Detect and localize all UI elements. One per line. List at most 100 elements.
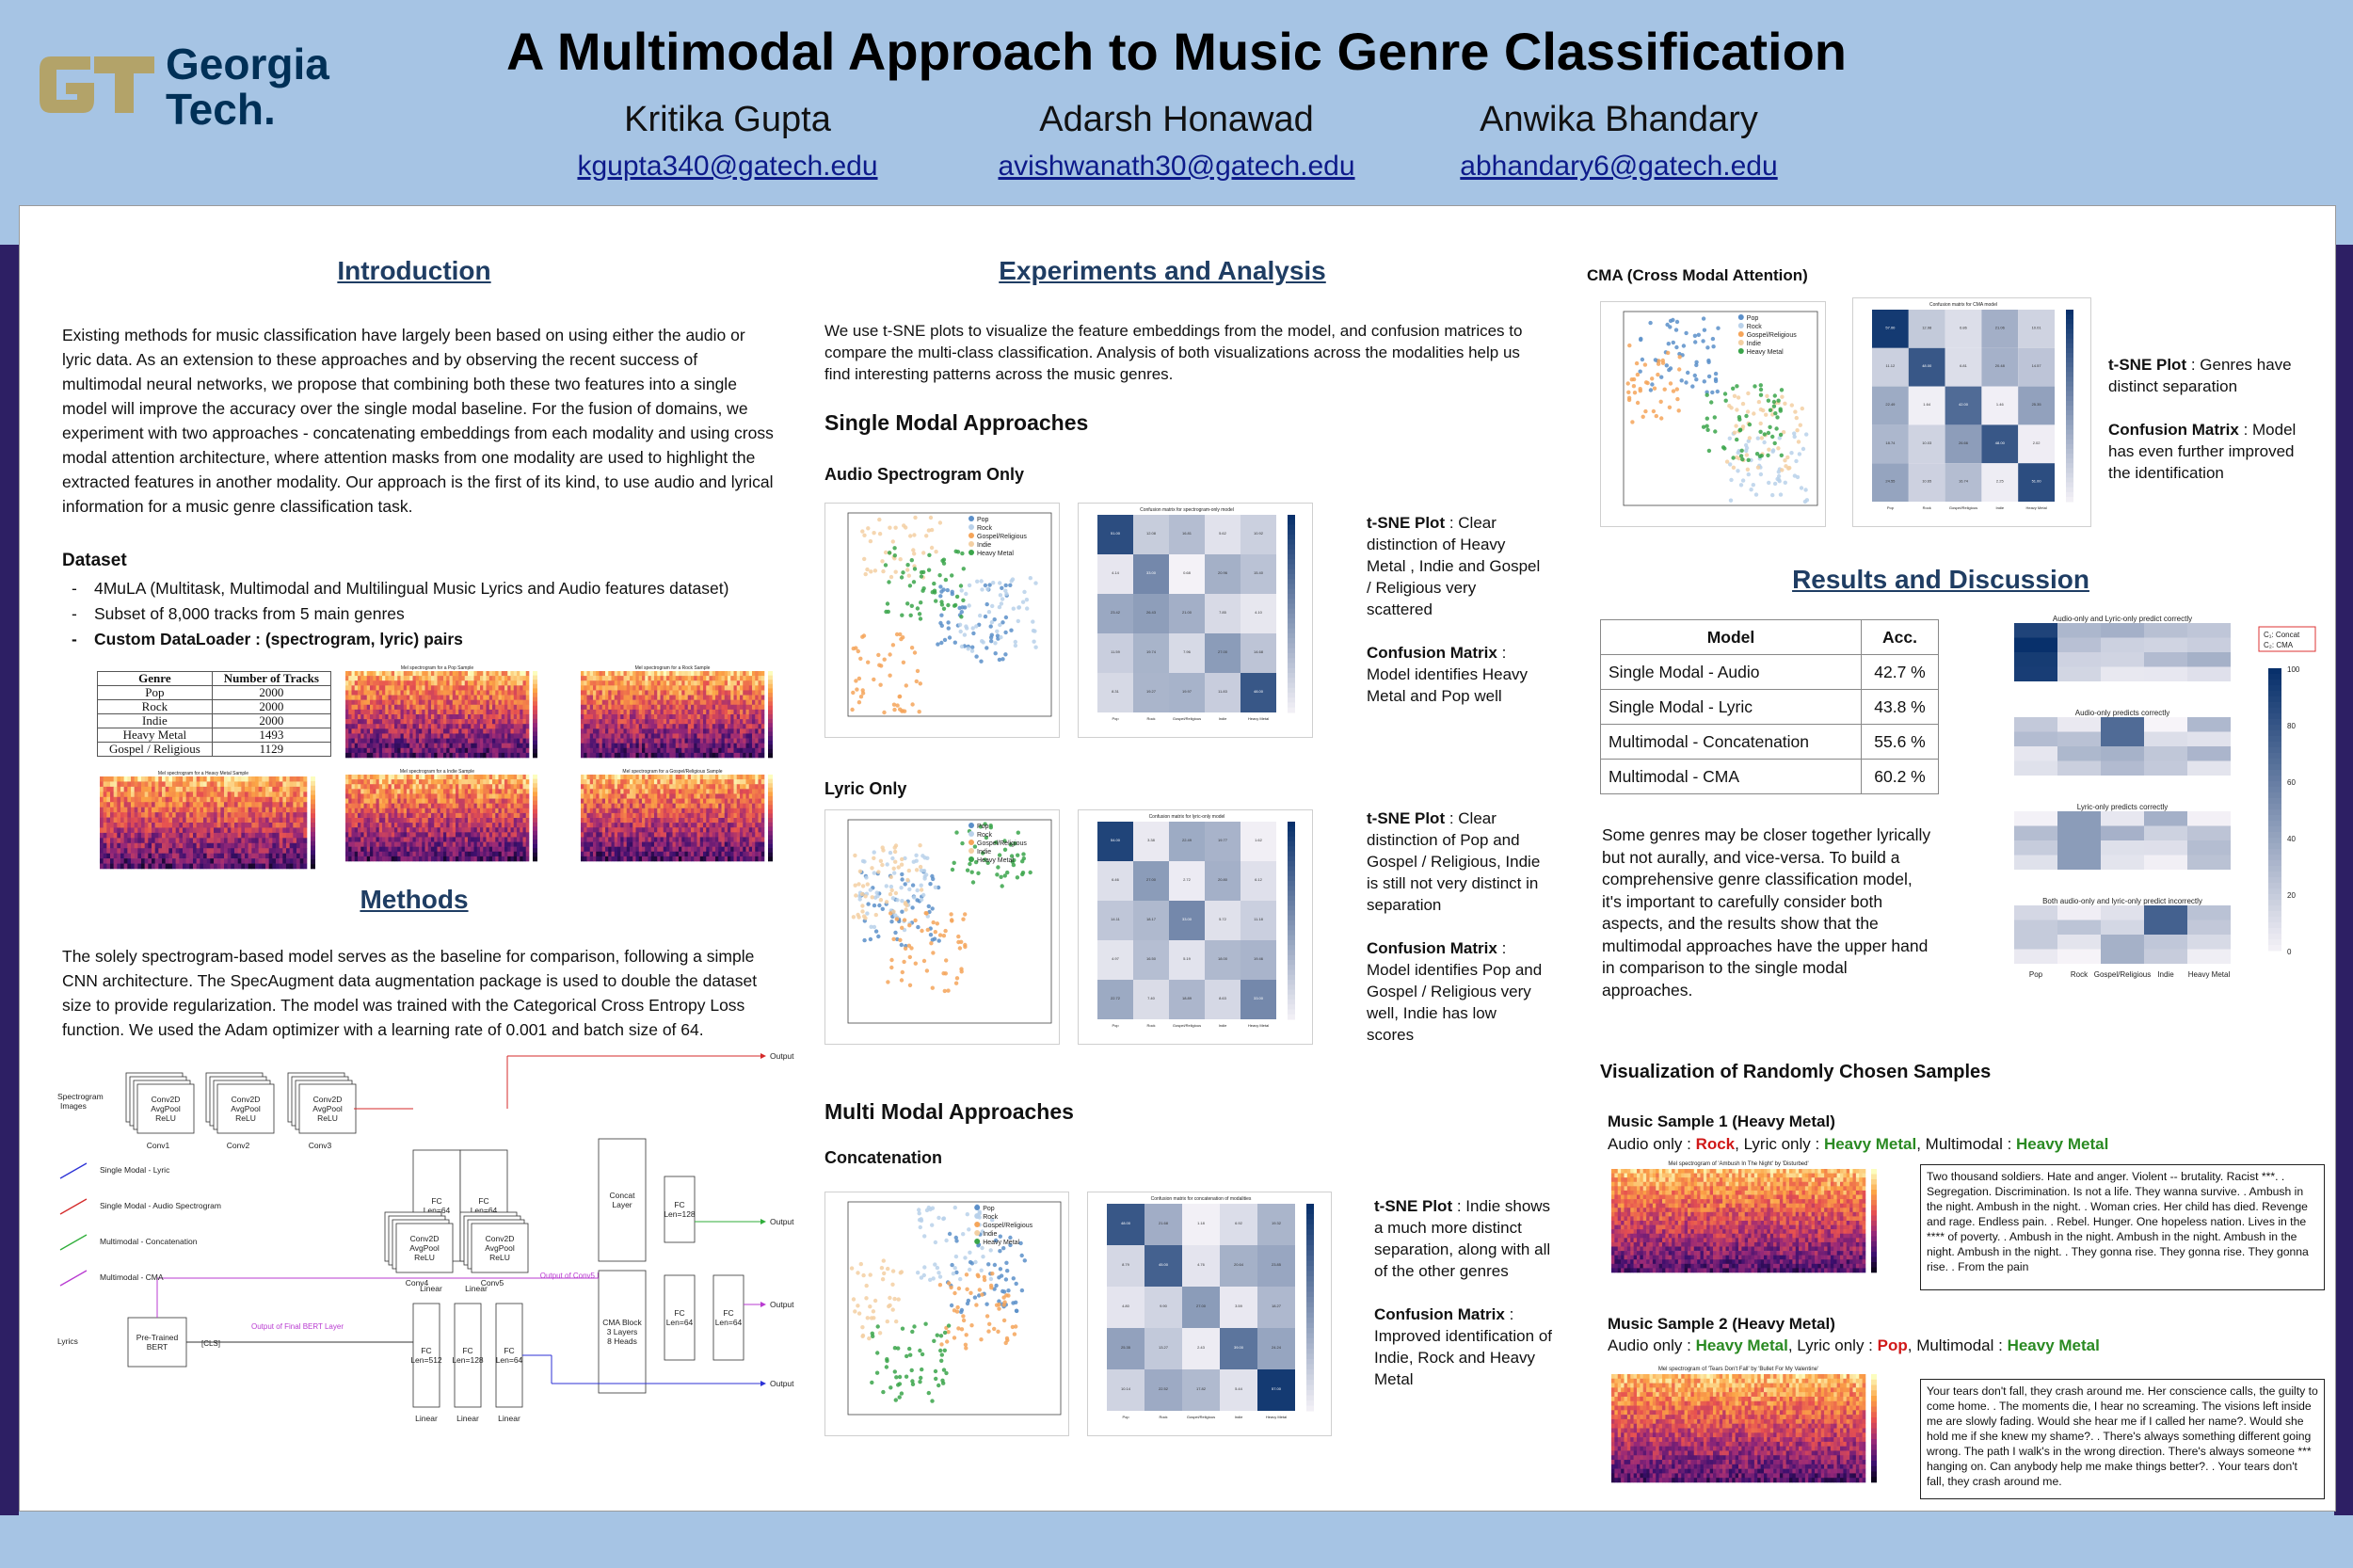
spec-cell [507, 719, 511, 725]
spec-cell [721, 789, 726, 794]
spec-cell [468, 775, 472, 780]
spec-cell [449, 671, 454, 677]
spec-cell [363, 812, 368, 819]
spec-cell [388, 841, 392, 847]
spec-colorbar-step [768, 680, 773, 685]
spec-cell [672, 719, 677, 725]
spec-cell [366, 798, 371, 804]
spec-cell [193, 792, 197, 798]
spec-cell [446, 789, 450, 794]
spec-cell [758, 743, 762, 749]
spec-cell [458, 738, 462, 744]
spec-cell [385, 856, 389, 862]
spec-cell [703, 851, 707, 857]
spec-cell [593, 793, 597, 799]
spec-cell [185, 802, 190, 808]
spec-cell [593, 709, 597, 715]
spec-cell [498, 724, 503, 729]
spec-cell [672, 695, 677, 700]
spec-cell [715, 823, 719, 828]
spec-cell [501, 733, 505, 739]
spec-cell [760, 671, 765, 677]
spec-cell [378, 846, 383, 853]
spec-cell [755, 818, 759, 824]
spec-cell [733, 685, 738, 691]
spec-cell [358, 775, 361, 780]
spec-cell [175, 781, 180, 788]
spec-cell [617, 733, 621, 739]
spec-cell [623, 823, 628, 828]
spec-cell [614, 690, 618, 696]
spec-cell [733, 812, 738, 819]
spec-cell [620, 680, 624, 686]
spec-cell [452, 709, 456, 715]
spec-cell [694, 856, 697, 862]
spec-cell [679, 803, 682, 809]
spec-cell [103, 823, 107, 828]
spec-cell [424, 832, 429, 838]
author-email-link[interactable]: abhandary6@gatech.edu [1460, 151, 1778, 182]
spec-cell [394, 841, 398, 847]
spec-cell [712, 827, 716, 833]
spec-cell [458, 695, 462, 700]
spec-cell [486, 719, 490, 725]
spec-cell [605, 846, 609, 853]
spec-cell [611, 738, 616, 744]
spec-cell [752, 690, 756, 696]
spec-cell [586, 827, 591, 833]
spec-cell [376, 709, 380, 715]
spec-cell [354, 837, 359, 842]
spec-cell [363, 671, 368, 677]
spec-cell [394, 823, 398, 828]
spec-cell [715, 798, 719, 804]
spec-cell [354, 841, 359, 847]
spec-cell [400, 837, 405, 842]
table-cell: 2000 [211, 713, 331, 728]
spec-cell [601, 671, 606, 677]
spec-cell [584, 690, 587, 696]
spec-cell [424, 728, 429, 734]
spec-cell [351, 676, 356, 681]
spec-cell [363, 808, 368, 814]
author-email-link[interactable]: kgupta340@gatech.edu [577, 151, 878, 182]
spec-cell [715, 738, 719, 744]
spec-cell [409, 823, 413, 828]
author-email-link[interactable]: avishwanath30@gatech.edu [998, 151, 1355, 182]
spec-cell [712, 733, 716, 739]
spec-cell [385, 690, 389, 696]
spec-cell [593, 747, 597, 754]
spec-cell [370, 671, 374, 677]
spec-cell [358, 695, 361, 700]
spec-cell [520, 846, 523, 853]
spec-cell [293, 817, 297, 824]
spec-cell [760, 812, 765, 819]
spec-cell [650, 823, 655, 828]
spec-cell [758, 724, 762, 729]
spec-cell [272, 786, 277, 792]
spec-cell [412, 752, 417, 759]
table-row: Rock 2000 [97, 699, 331, 714]
spec-cell [635, 832, 640, 838]
spec-cell [419, 728, 423, 734]
spec-cell [510, 714, 515, 720]
spec-cell [415, 690, 420, 696]
spec-cell [452, 779, 456, 785]
spec-cell [522, 680, 527, 686]
spec-cell [660, 793, 664, 799]
spec-cell [752, 680, 756, 686]
spec-cell [446, 738, 450, 744]
spec-cell [593, 680, 597, 686]
spec-cell [363, 743, 368, 749]
spec-cell [424, 690, 429, 696]
spec-cell [434, 851, 438, 857]
spec-cell [394, 719, 398, 725]
spec-cell [376, 747, 380, 754]
spec-cell [666, 846, 670, 853]
spec-cell [152, 792, 155, 798]
spec-cell [461, 695, 466, 700]
spec-cell [373, 803, 376, 809]
spec-cell [501, 685, 505, 691]
spec-cell [520, 818, 523, 824]
spec-cell [501, 812, 505, 819]
spec-cell [354, 685, 359, 691]
